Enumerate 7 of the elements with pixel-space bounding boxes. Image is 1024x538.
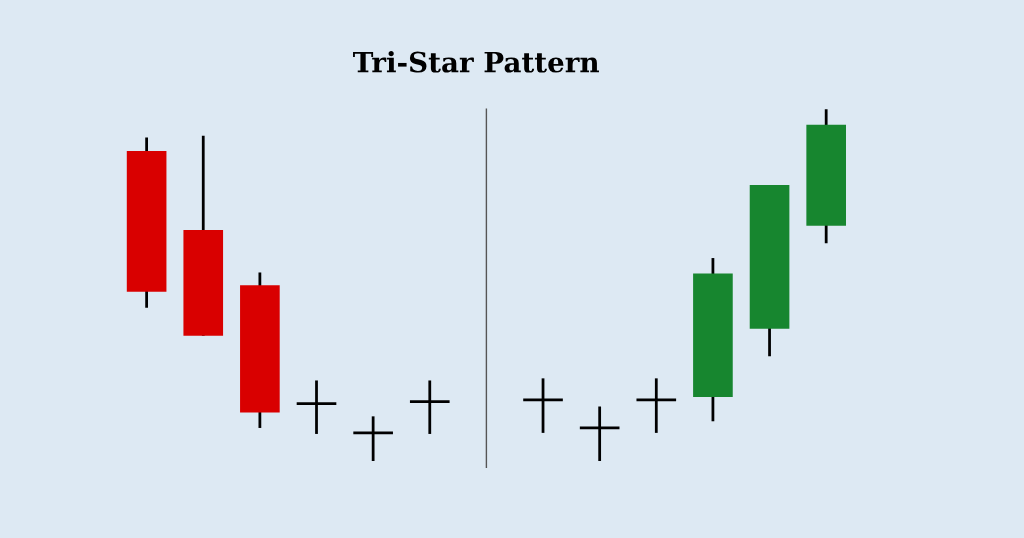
chart-title: Tri-Star Pattern [353,51,599,73]
candlestick [408,379,451,436]
candlestick [578,405,621,463]
candlestick [521,376,565,435]
candlestick [635,376,678,435]
candlestick [295,379,338,436]
candlestick [351,414,395,463]
